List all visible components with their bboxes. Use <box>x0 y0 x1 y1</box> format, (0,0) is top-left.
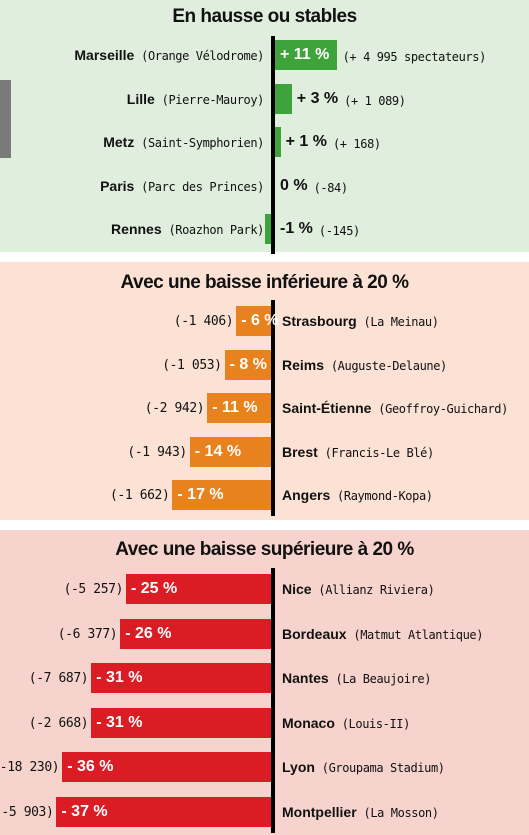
section-title-rising: En hausse ou stables <box>172 6 357 27</box>
bar-monaco: - 31 % <box>91 707 271 738</box>
diff-label: (+ 168) <box>332 137 381 151</box>
bar-lille <box>275 83 292 114</box>
stadium-name: (Roazhon Park) <box>161 223 264 237</box>
diff-label: (-7 687) <box>28 671 89 687</box>
stadium-name: (Saint-Symphorien) <box>134 136 264 150</box>
diff-label: (-18 230) <box>0 760 60 776</box>
section-title-minor-drop: Avec une baisse inférieure à 20 % <box>120 272 409 293</box>
stadium-name: (Matmut Atlantique) <box>346 627 484 642</box>
stadium-name: (Orange Vélodrome) <box>134 49 264 63</box>
club-label: Metz (Saint-Symphorien) <box>103 132 264 153</box>
diff-label: (+ 1 089) <box>344 93 406 108</box>
stadium-name: (Auguste-Delaune) <box>324 358 447 373</box>
stadium-name: (Francis-Le Blé) <box>317 445 435 460</box>
bar-strasbourg: - 6 % <box>236 306 279 336</box>
diff-label: (-1 662) <box>109 488 170 503</box>
bar-brest: - 14 % <box>189 436 271 467</box>
club-name: Reims <box>282 356 325 373</box>
diff-label: (-84) <box>313 180 349 195</box>
bar-sainttienne: - 11 % <box>207 393 271 423</box>
stadium-name: (Pierre-Mauroy) <box>154 92 265 107</box>
value-label: -1 % <box>280 220 313 237</box>
stadium-name: (Parc des Princes) <box>134 179 264 194</box>
value-label: + 3 % <box>296 89 339 107</box>
club-label: Marseille (Orange Vélodrome) <box>74 45 264 66</box>
club-label: Bordeaux (Matmut Atlantique) <box>282 624 483 645</box>
axis-line-major-drop <box>271 568 275 833</box>
club-label: Paris (Parc des Princes) <box>100 176 264 197</box>
club-name: Nice <box>282 581 312 597</box>
club-name: Paris <box>100 177 135 194</box>
stadium-name: (Allianz Riviera) <box>311 583 435 597</box>
club-name: Nantes <box>282 670 329 687</box>
stadium-name: (Groupama Stadium) <box>314 761 445 776</box>
stadium-name: (La Meinau) <box>356 315 439 329</box>
bar-marseille <box>275 40 337 70</box>
axis-line-rising <box>271 36 275 254</box>
bar-montpellier: - 37 % <box>56 797 271 827</box>
club-label: Reims (Auguste-Delaune) <box>282 355 447 376</box>
diff-label: (-1 943) <box>127 444 187 460</box>
club-name: Metz <box>103 134 135 150</box>
value-label: + 1 % <box>285 133 327 150</box>
section-major-drop: Avec une baisse supérieure à 20 % <box>0 530 529 835</box>
side-tab-marker <box>0 80 11 158</box>
bar-reims: - 8 % <box>224 349 271 380</box>
diff-label: (-145) <box>318 224 360 238</box>
diff-label: (-2 942) <box>144 401 205 416</box>
diff-label: (-1 053) <box>162 357 222 373</box>
club-label: Nantes (La Beaujoire) <box>282 668 431 689</box>
section-title-major-drop: Avec une baisse supérieure à 20 % <box>115 539 414 560</box>
club-label: Nice (Allianz Riviera) <box>282 579 435 600</box>
diff-label: (+ 4 995 spectateurs) <box>342 50 487 64</box>
club-name: Saint-Étienne <box>282 400 372 416</box>
diff-label: (-2 668) <box>28 715 89 731</box>
club-name: Bordeaux <box>282 625 347 642</box>
diff-label: (-5 903) <box>0 805 54 820</box>
value-label: 0 % <box>280 176 308 194</box>
club-label: Lille (Pierre-Mauroy) <box>126 89 265 110</box>
bar-angers: - 17 % <box>172 480 271 510</box>
bar-metz <box>275 127 281 157</box>
stadium-name: (La Beaujoire) <box>328 672 432 687</box>
stadium-name: (Louis-II) <box>334 716 411 731</box>
club-label: Monaco (Louis-II) <box>282 713 410 734</box>
section-rising: En hausse ou stables <box>0 0 529 252</box>
club-name: Lyon <box>282 759 315 776</box>
axis-line-minor-drop <box>271 300 275 516</box>
club-name: Monaco <box>282 714 335 731</box>
diff-label: (-1 406) <box>173 314 234 329</box>
club-label: Saint-Étienne (Geoffroy-Guichard) <box>282 398 508 419</box>
bar-rennes <box>265 214 271 244</box>
club-name: Angers <box>282 487 331 503</box>
bar-nantes: - 31 % <box>91 663 271 694</box>
club-label: Strasbourg (La Meinau) <box>282 311 439 332</box>
club-label: Lyon (Groupama Stadium) <box>282 757 445 778</box>
diff-label: (-6 377) <box>57 626 118 642</box>
bar-bordeaux: - 26 % <box>120 618 271 649</box>
stadium-name: (Geoffroy-Guichard) <box>371 402 508 416</box>
club-name: Brest <box>282 443 318 460</box>
diff-label: (-5 257) <box>63 582 124 597</box>
stadium-name: (Raymond-Kopa) <box>330 489 433 503</box>
bar-nice: - 25 % <box>126 574 271 604</box>
bar-lyon: - 36 % <box>62 752 271 783</box>
stadium-name: (La Mosson) <box>356 806 439 820</box>
section-minor-drop: Avec une baisse inférieure à 20 % <box>0 262 529 520</box>
club-label: Angers (Raymond-Kopa) <box>282 485 433 506</box>
club-label: Montpellier (La Mosson) <box>282 802 439 823</box>
club-name: Montpellier <box>282 804 357 820</box>
club-name: Lille <box>126 90 155 107</box>
club-name: Strasbourg <box>282 313 357 329</box>
club-label: Rennes (Roazhon Park) <box>111 219 264 240</box>
value-label: + 11 % <box>280 46 330 63</box>
club-label: Brest (Francis-Le Blé) <box>282 442 434 463</box>
club-name: Marseille <box>74 47 135 63</box>
club-name: Rennes <box>111 221 162 237</box>
